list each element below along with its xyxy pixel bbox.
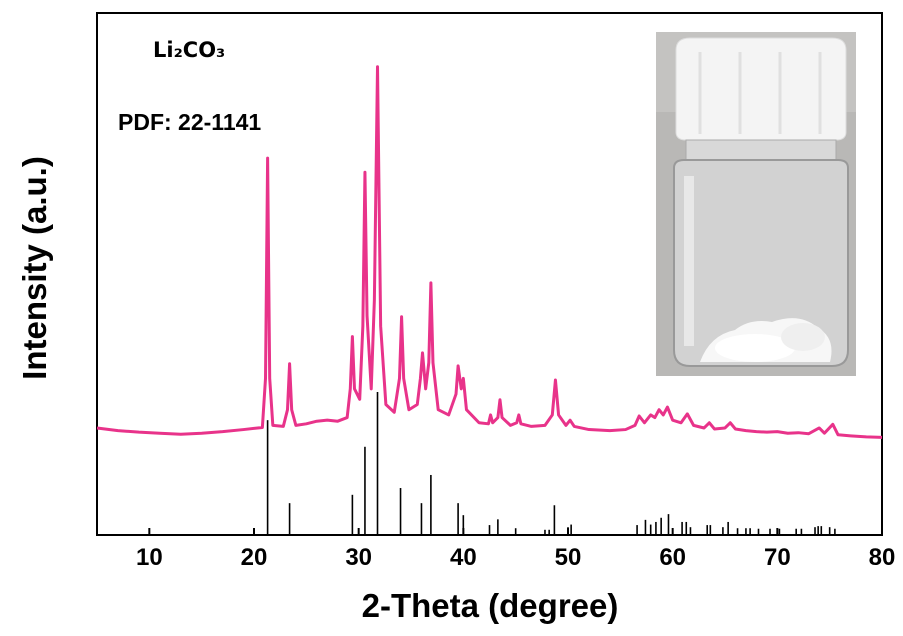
- x-tick-label: 20: [241, 544, 268, 571]
- x-axis-label: 2-Theta (degree): [362, 587, 619, 624]
- x-tick-label: 70: [764, 544, 791, 571]
- x-tick-label: 80: [869, 544, 896, 571]
- x-tick-label: 40: [450, 544, 477, 571]
- pdf-label: PDF: 22-1141: [118, 109, 261, 135]
- y-axis-label: Intensity (a.u.): [16, 156, 53, 380]
- x-tick-label: 60: [659, 544, 686, 571]
- x-tick-label: 30: [345, 544, 372, 571]
- compound-label: Li₂CO₃: [153, 38, 225, 62]
- x-tick-label: 10: [136, 544, 163, 571]
- xrd-pattern: [96, 65, 883, 439]
- x-tick-label: 50: [555, 544, 582, 571]
- photo-inset: [656, 32, 856, 376]
